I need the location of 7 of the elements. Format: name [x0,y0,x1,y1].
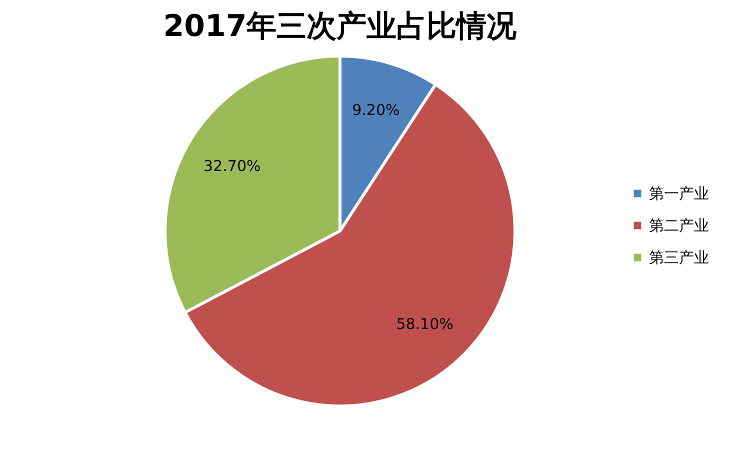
data-label: 58.10% [396,315,454,334]
legend-label: 第二产业 [649,216,709,234]
data-label: 9.20% [352,101,400,120]
legend-label: 第一产业 [649,184,709,202]
legend-label: 第三产业 [649,248,709,266]
data-label: 32.70% [204,156,261,175]
chart-title: 2017年三次产业占比情况 [163,9,518,44]
